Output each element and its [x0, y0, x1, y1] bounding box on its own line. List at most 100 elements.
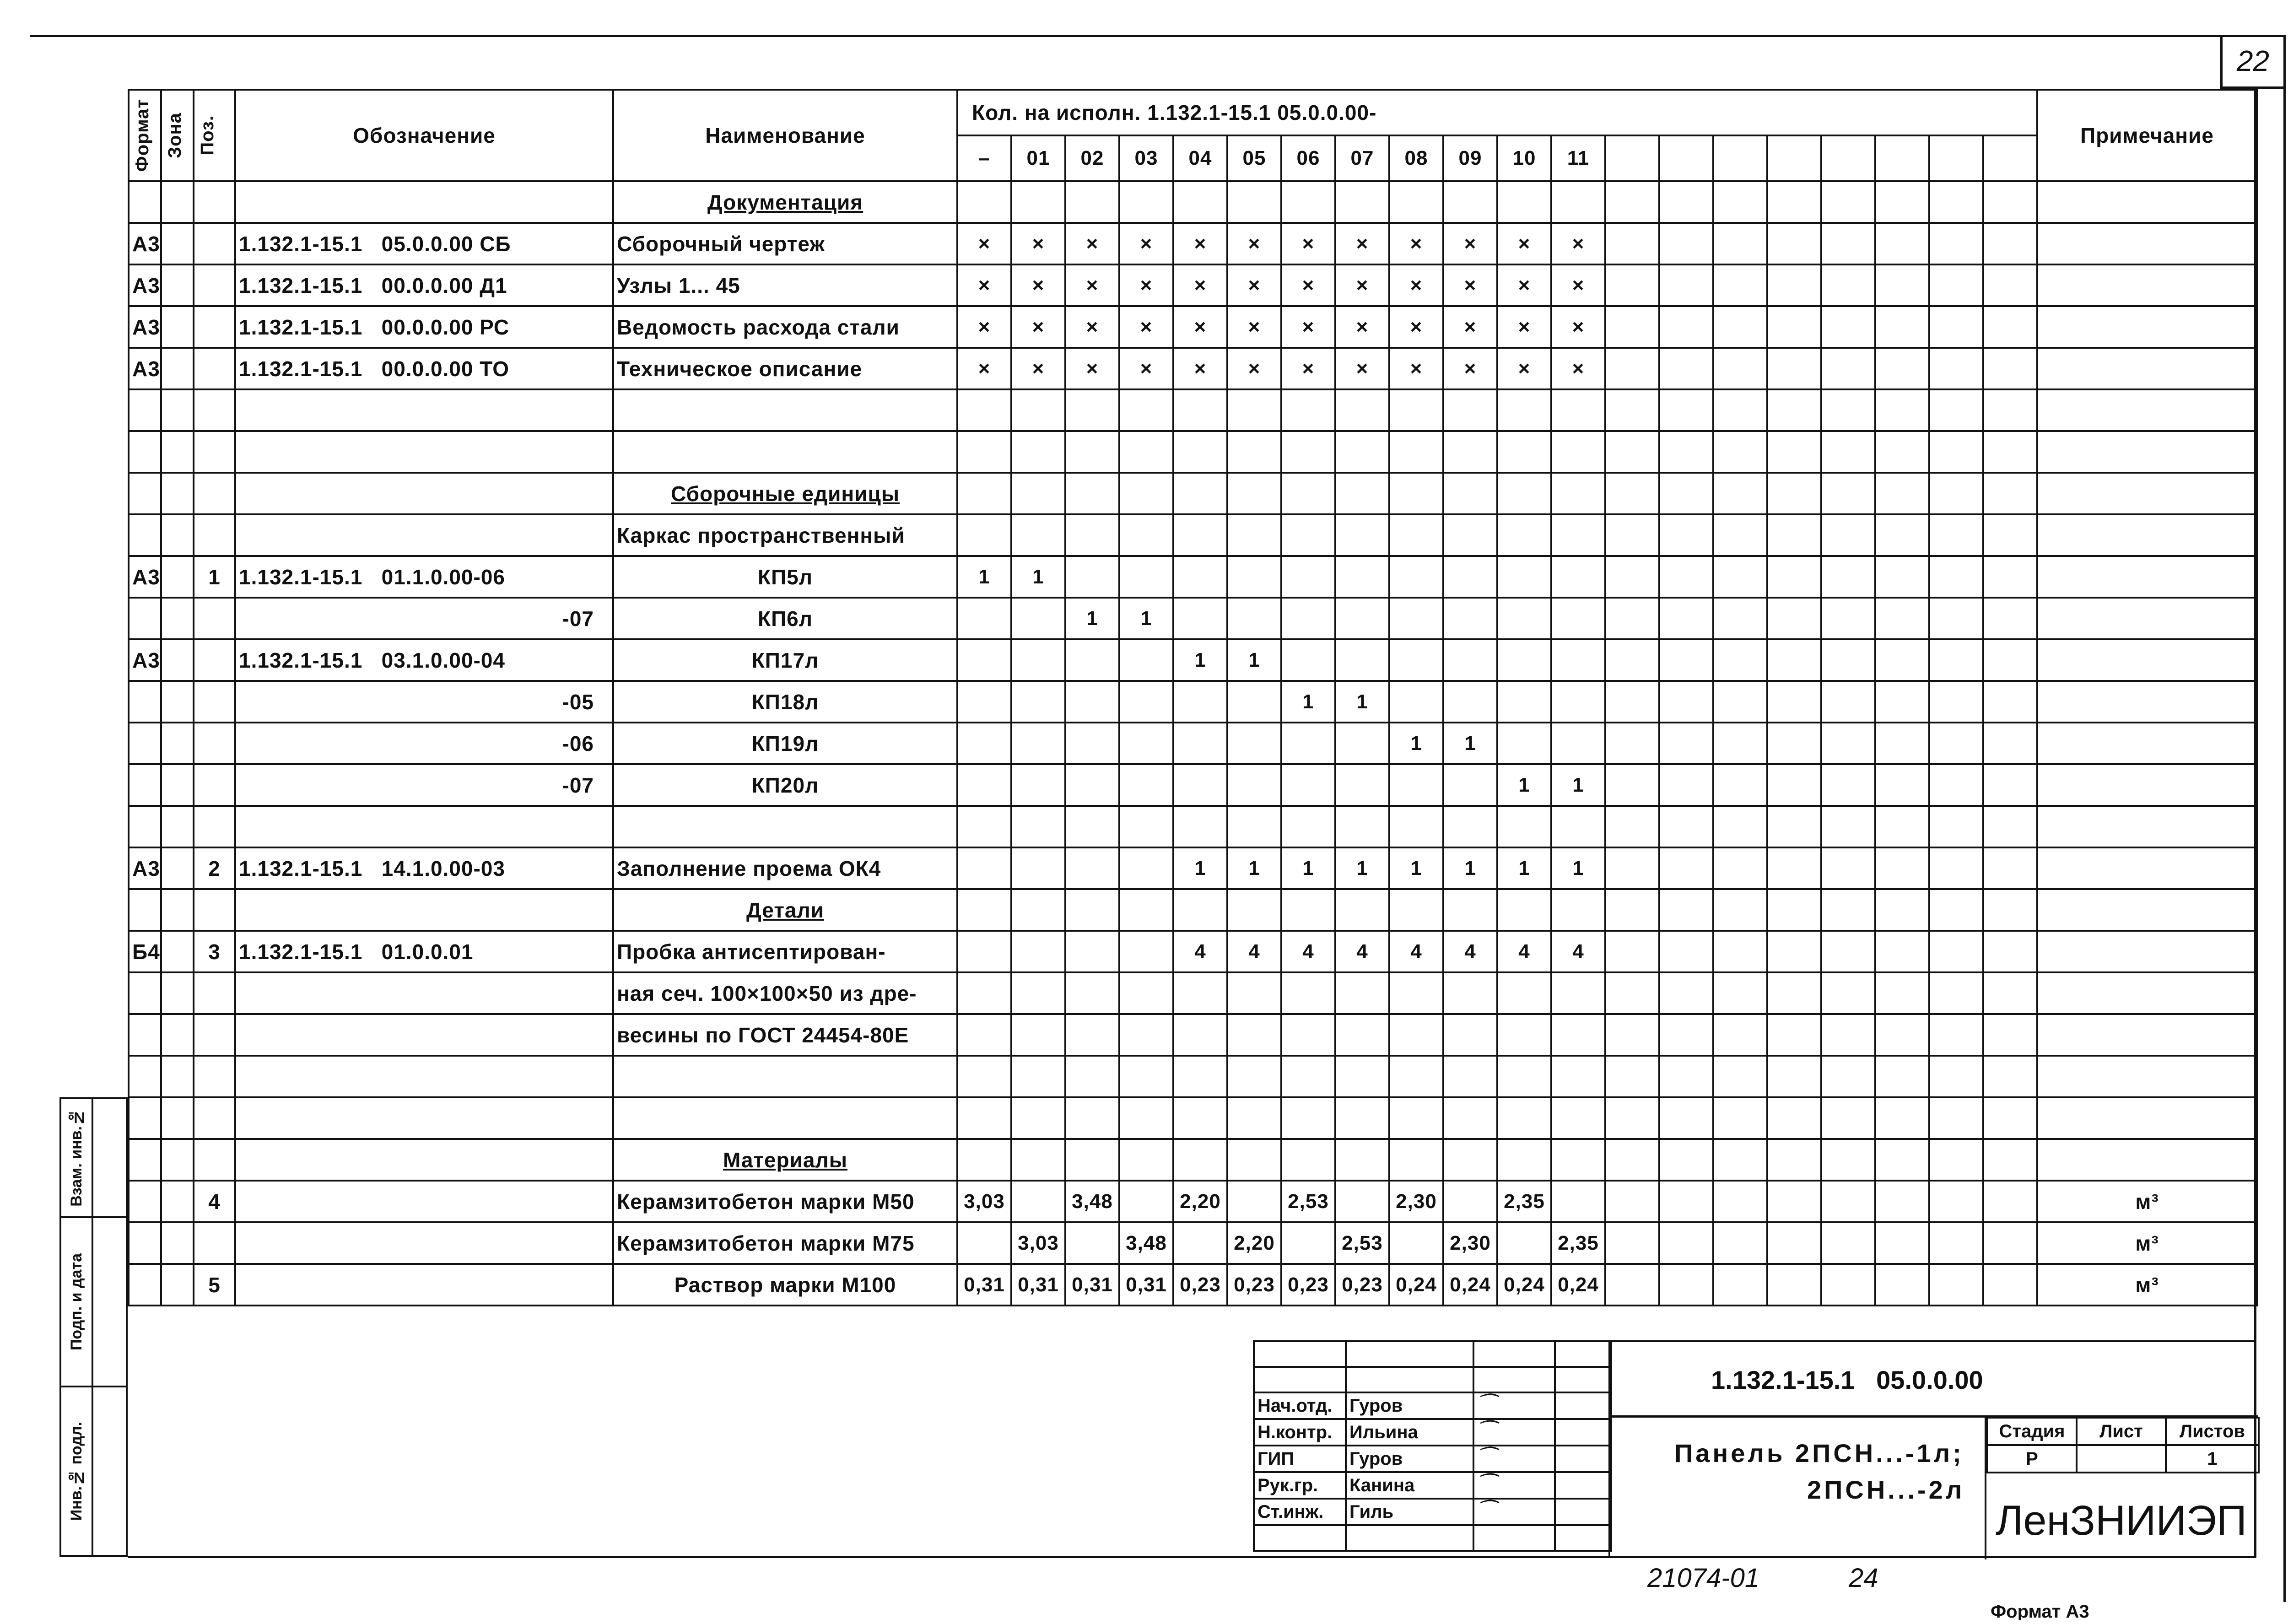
empty-cell: [1982, 222, 2039, 265]
note-cell: [2036, 264, 2258, 307]
qty-cell: [1064, 763, 1120, 807]
qty-cell: ×: [1172, 305, 1228, 349]
qty-cell: [1226, 680, 1282, 723]
qty-cell: [1172, 597, 1228, 640]
empty-cell: [1874, 1013, 1930, 1057]
qty-cell: [1064, 513, 1120, 557]
name-cell: Сборочный чертеж: [612, 222, 958, 265]
note-cell: [2036, 222, 2258, 265]
qty-cell: ×: [1064, 222, 1120, 265]
empty-cell: [1820, 930, 1876, 973]
qty-cell: 1: [1496, 763, 1552, 807]
empty-cell: [1604, 638, 1660, 682]
signature-date: [1554, 1392, 1612, 1420]
qty-cell: ×: [1010, 305, 1066, 349]
empty-cell: [1874, 638, 1930, 682]
pos-cell: [193, 805, 236, 848]
qty-cell: ×: [1496, 305, 1552, 349]
qty-cell: [1226, 597, 1282, 640]
name-cell: [612, 430, 958, 474]
qty-cell: [1442, 971, 1498, 1015]
qty-cell: [1388, 513, 1444, 557]
qty-cell: [1064, 1055, 1120, 1098]
title-block: 1.132.1-15.1 05.0.0.00 Панель 2ПСН...-1л…: [1608, 1340, 2260, 1559]
qty-cell: [1334, 388, 1390, 432]
empty-cell: [1712, 971, 1768, 1015]
qty-cell: 1: [1064, 597, 1120, 640]
empty-cell: [1766, 1180, 1822, 1223]
name-cell: Заполнение проема ОК4: [612, 847, 958, 890]
qty-cell: 0,23: [1334, 1263, 1390, 1306]
empty-cell: [1928, 513, 1984, 557]
empty-cell: [1820, 1013, 1876, 1057]
designation-cell: [234, 1221, 614, 1265]
empty-cell: [1928, 638, 1984, 682]
designation-cell: -07: [234, 763, 614, 807]
zone-cell: [160, 222, 194, 265]
qty-cell: [1280, 1138, 1336, 1182]
pos-cell: [193, 222, 236, 265]
empty-cell: [1820, 971, 1876, 1015]
qty-cell: [1388, 555, 1444, 599]
empty-cell: [1874, 305, 1930, 349]
signature-row: Нач.отд. Гуров ⁀: [1253, 1392, 1612, 1420]
empty-cell: [1766, 430, 1822, 474]
qty-cell: [1388, 597, 1444, 640]
empty-cell: [1928, 180, 1984, 224]
qty-cell: [1118, 722, 1174, 765]
name-cell: ная сеч. 100×100×50 из дре-: [612, 971, 958, 1015]
signature-handwritten: ⁀: [1473, 1498, 1556, 1526]
qty-cell: [1334, 805, 1390, 848]
qty-cell: [956, 513, 1012, 557]
qty-cell: [1388, 680, 1444, 723]
empty-cell: [1874, 971, 1930, 1015]
qty-cell: 2,20: [1172, 1180, 1228, 1223]
qty-cell: [1172, 971, 1228, 1015]
qty-cell: 2,53: [1280, 1180, 1336, 1223]
note-cell: [2036, 722, 2258, 765]
table-row: -06 КП19л 1 1: [128, 722, 2258, 765]
qty-cell: [1118, 1013, 1174, 1057]
qty-cell: [1550, 638, 1606, 682]
designation-cell: 1.132.1-15.1 00.0.0.00 РС: [234, 305, 614, 349]
qty-cell: [1388, 430, 1444, 474]
qty-cell: [956, 472, 1012, 515]
bottom-border-line: [128, 1556, 2256, 1558]
qty-cell: [1388, 1013, 1444, 1057]
empty-cell: [1820, 888, 1876, 932]
qty-cell: [1010, 597, 1066, 640]
qty-cell: [1388, 1221, 1444, 1265]
qty-cell: ×: [1280, 305, 1336, 349]
qty-cell: [1280, 555, 1336, 599]
qty-cell: 1: [1226, 638, 1282, 682]
qty-cell: 0,23: [1226, 1263, 1282, 1306]
qty-cell: [1010, 805, 1066, 848]
qty-cell: [1010, 763, 1066, 807]
empty-cell: [1604, 888, 1660, 932]
qty-cell: 1: [1010, 555, 1066, 599]
qty-cell: [1442, 555, 1498, 599]
qty-cell: ×: [1064, 264, 1120, 307]
qty-cell: [1442, 1013, 1498, 1057]
note-cell: [2036, 763, 2258, 807]
empty-cell: [1874, 680, 1930, 723]
name-cell: Пробка антисептирован-: [612, 930, 958, 973]
qty-cell: [1280, 805, 1336, 848]
zone-cell: [160, 1096, 194, 1140]
name-cell: КП19л: [612, 722, 958, 765]
empty-cell: [1604, 930, 1660, 973]
empty-cell: [1604, 1096, 1660, 1140]
note-cell: [2036, 1138, 2258, 1182]
empty-cell: [1712, 347, 1768, 390]
qty-cell: [1064, 971, 1120, 1015]
name-cell: Техническое описание: [612, 347, 958, 390]
qty-cell: [1064, 847, 1120, 890]
qty-cell: [1442, 680, 1498, 723]
qty-cell: [1388, 805, 1444, 848]
qty-cell: [1334, 763, 1390, 807]
qty-cell: [1172, 1096, 1228, 1140]
sig-empty: [1554, 1366, 1612, 1393]
empty-cell: [1766, 638, 1822, 682]
stage-table: Стадия Лист Листов Р 1: [1986, 1417, 2260, 1473]
empty-cell: [1874, 180, 1930, 224]
